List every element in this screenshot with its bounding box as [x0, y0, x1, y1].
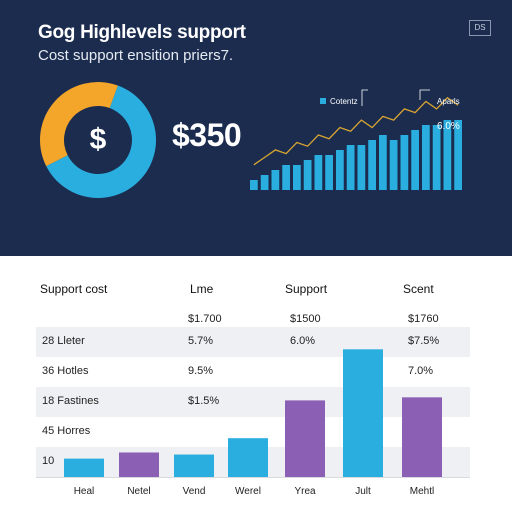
table-cell: 7.0% [408, 365, 434, 377]
bar [228, 438, 268, 477]
column-header: Support [285, 282, 328, 296]
mini-legend-2: Aparls [437, 97, 460, 106]
column-header: Support cost [40, 282, 108, 296]
mini-bar [260, 175, 269, 190]
donut-slice [46, 85, 157, 199]
mini-bar [336, 150, 344, 190]
donut-chart [40, 82, 157, 199]
mini-bar [379, 135, 387, 190]
page-subtitle: Cost support ensition priers7. [38, 47, 234, 64]
x-tick-label: Werel [235, 486, 261, 497]
mini-legend-1: Cotentz [330, 97, 358, 106]
table-cell: 18 Fastines [42, 395, 99, 407]
mini-bar [368, 140, 376, 190]
table-cell: $1.700 [188, 313, 222, 325]
table-row: 36 Hotles 9.5% 7.0% [36, 357, 470, 387]
mini-bar [293, 165, 301, 190]
table-row: 28 Lleter 5.7% 6.0% $7.5% [36, 327, 470, 357]
bar [285, 400, 325, 477]
callout-line [419, 89, 430, 100]
table-row: 45 Horres [36, 417, 470, 447]
mini-bar [400, 135, 409, 190]
x-tick-label: Mehtl [409, 486, 435, 497]
mini-bar [454, 120, 462, 190]
mini-annotation: 6.0% [437, 121, 460, 132]
mini-bar [303, 160, 312, 190]
table-cell: 36 Hotles [42, 365, 89, 377]
x-tick-label: Jult [355, 486, 371, 497]
table-cell: 9.5% [188, 365, 214, 377]
mini-bar [389, 140, 398, 190]
mini-bar [443, 120, 452, 190]
total-value: $350 [172, 117, 242, 153]
bar [343, 349, 383, 477]
mini-bar [422, 125, 430, 190]
bar [119, 452, 159, 477]
donut-slice [40, 82, 118, 167]
legend-swatch-icon [320, 98, 326, 104]
x-tick-label: Yrea [294, 486, 316, 497]
table-cell: 10 [42, 455, 55, 467]
mini-bar [271, 170, 280, 190]
mini-bar [250, 180, 258, 190]
bar [64, 458, 104, 477]
table-cell: $7.5% [408, 335, 440, 347]
table-row: $1.700 $1500 $1760 [36, 305, 470, 335]
x-tick-label: Vend [182, 486, 206, 497]
callout-line [361, 89, 368, 106]
table-cell: 45 Horres [42, 425, 91, 437]
table-cell: $1760 [408, 313, 439, 325]
x-tick-label: Netel [127, 486, 151, 497]
table-cell: $1500 [290, 313, 321, 325]
table-cell: 6.0% [290, 335, 316, 347]
mini-bar-line-chart [250, 89, 462, 190]
table-cell: $1.5% [188, 395, 220, 407]
mini-bar [346, 145, 355, 190]
bar [402, 397, 442, 477]
mini-bar [314, 155, 323, 190]
page-title: Gog Highlevels support [38, 22, 246, 43]
mini-bar [357, 145, 366, 190]
mini-trend-line [253, 96, 459, 166]
table-cell: 5.7% [188, 335, 214, 347]
bar [174, 454, 214, 477]
table-header: Support cost Lme Support Scent [0, 282, 512, 300]
table-row: 18 Fastines $1.5% [36, 387, 470, 417]
mini-bar [325, 155, 333, 190]
mini-bar [432, 125, 441, 190]
column-header: Lme [190, 282, 214, 296]
x-tick-label: Heal [73, 486, 95, 497]
dollar-icon: $ [89, 123, 107, 156]
corner-badge[interactable]: DS [469, 20, 491, 36]
mini-bar [282, 165, 290, 190]
main-bar-chart [64, 349, 442, 477]
column-header: Scent [403, 282, 434, 296]
mini-bar [411, 130, 419, 190]
table-cell: 28 Lleter [42, 335, 85, 347]
axis-baseline [36, 477, 470, 478]
